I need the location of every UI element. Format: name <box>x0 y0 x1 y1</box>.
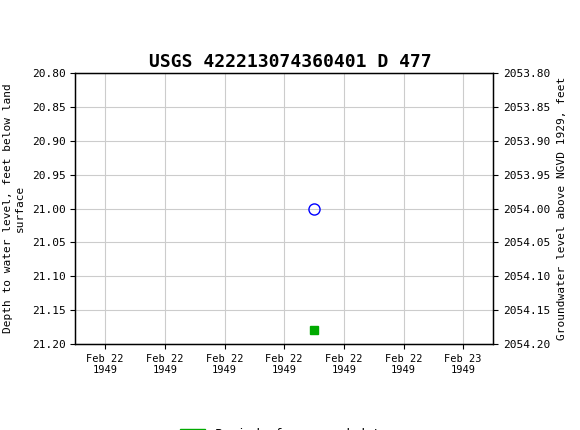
Y-axis label: Depth to water level, feet below land
surface: Depth to water level, feet below land su… <box>3 84 25 333</box>
Y-axis label: Groundwater level above NGVD 1929, feet: Groundwater level above NGVD 1929, feet <box>557 77 567 340</box>
Legend: Period of approved data: Period of approved data <box>176 423 393 430</box>
Text: USGS 422213074360401 D 477: USGS 422213074360401 D 477 <box>148 53 432 71</box>
Text: ≡USGS: ≡USGS <box>9 16 72 36</box>
